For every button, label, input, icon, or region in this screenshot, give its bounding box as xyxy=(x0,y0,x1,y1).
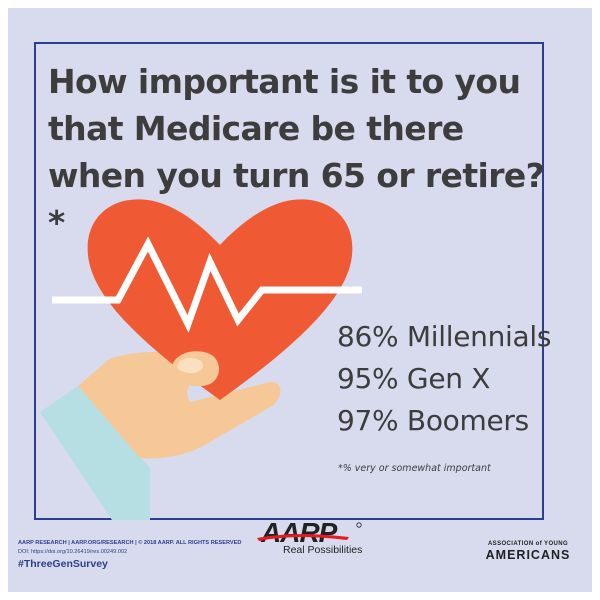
aarp-tagline: Real Possibilities xyxy=(283,544,363,556)
footnote: *% very or somewhat important xyxy=(338,463,491,474)
aarp-swoosh-icon xyxy=(257,534,349,541)
aya-logo-line1: ASSOCIATION of YOUNG xyxy=(487,541,569,547)
stats-list: 86% Millennials 95% Gen X 97% Boomers xyxy=(337,316,587,442)
footer-credits: AARP RESEARCH | AARP.ORG/RESEARCH | © 20… xyxy=(18,540,242,546)
aarp-logo-text: AARP xyxy=(260,517,338,547)
heartbeat-line-icon xyxy=(52,236,362,333)
registered-mark-icon xyxy=(356,522,362,528)
footer-doi: DOI: https://doi.org/10.26419/res.00249.… xyxy=(18,549,128,555)
hand-icon xyxy=(78,351,281,459)
sleeve-icon xyxy=(40,386,150,520)
stat-gen-x: 95% Gen X xyxy=(337,362,491,395)
footer-hashtag: #ThreeGenSurvey xyxy=(18,558,108,570)
thumbnail-icon xyxy=(177,357,204,374)
survey-question: How important is it to you that Medicare… xyxy=(48,62,545,242)
content-frame xyxy=(34,42,544,520)
aya-logo-line2: AMERICANS xyxy=(485,548,571,562)
aarp-logo: AARP xyxy=(257,517,362,547)
stat-boomers: 97% Boomers xyxy=(337,404,529,437)
stat-millennials: 86% Millennials xyxy=(337,320,552,353)
